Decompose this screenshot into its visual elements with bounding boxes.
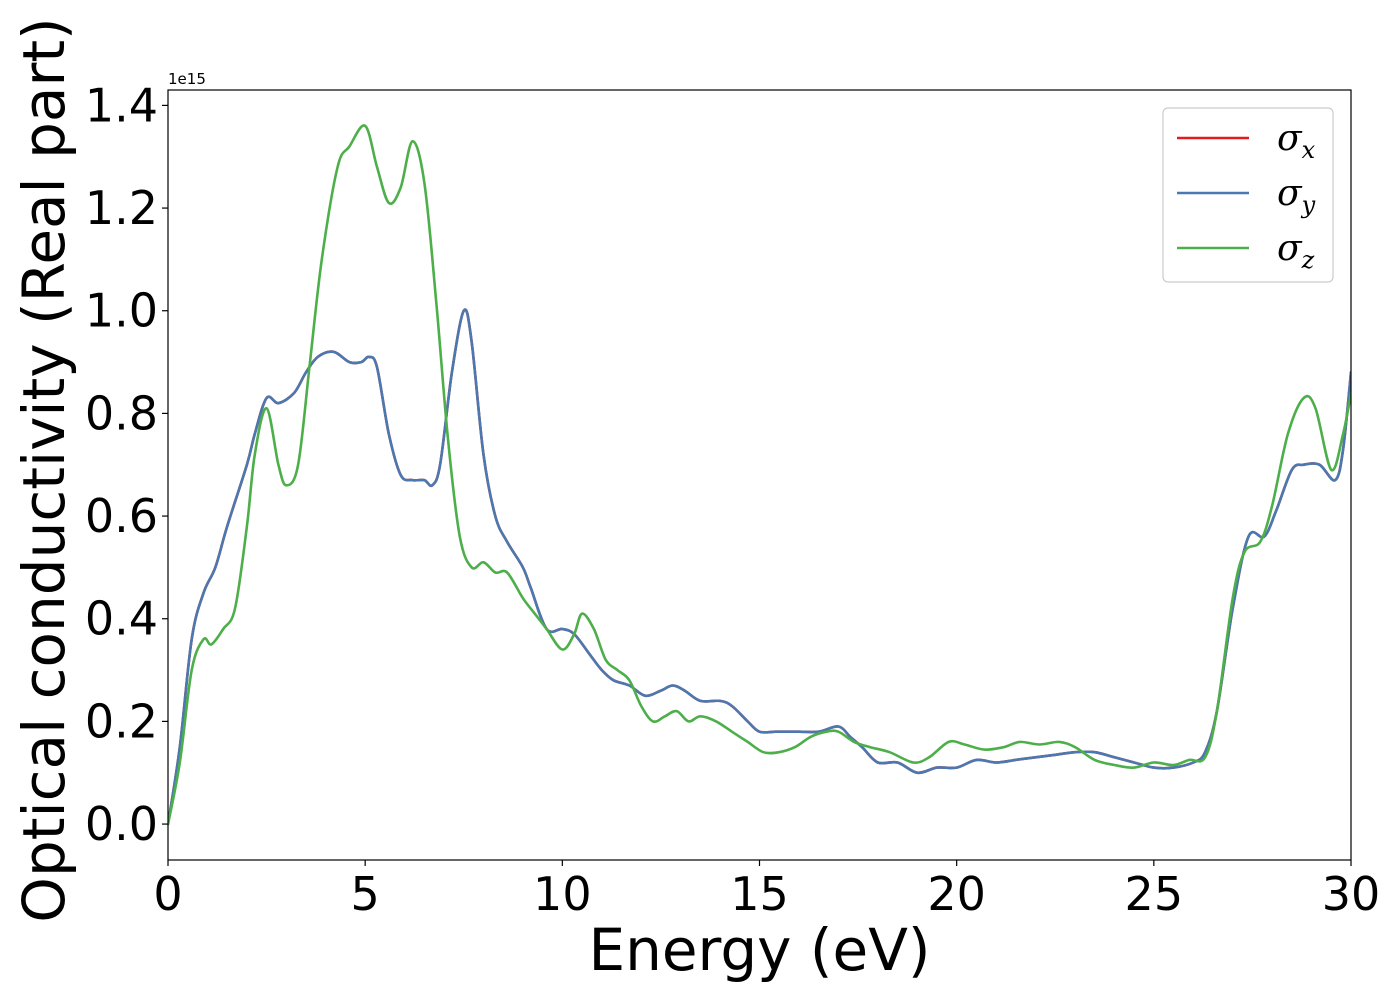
y-tick-label: 0.2 [85,694,158,748]
y-axis-offset-label: 1e15 [168,70,206,88]
y-tick-label: 0.6 [85,489,158,543]
x-tick-label: 10 [533,867,592,921]
y-tick-label: 0.4 [85,592,158,646]
x-axis-ticks: 0 5 10 15 20 25 30 [153,860,1380,921]
series-layer [168,124,1351,826]
legend-label-z: σz [1277,228,1315,274]
x-tick-label: 25 [1125,867,1184,921]
x-tick-label: 5 [351,867,380,921]
legend: σx σy σz [1162,107,1334,283]
y-tick-label: 0.8 [85,386,158,440]
y-axis-title: Optical conductivity (Real part) [10,17,78,922]
legend-label-x: σx [1277,118,1316,164]
x-tick-label: 15 [730,867,789,921]
legend-label-y: σy [1277,173,1316,219]
series-line-z [168,124,1351,826]
x-axis-title: Energy (eV) [588,916,930,984]
y-tick-label: 1.0 [85,284,158,338]
x-tick-label: 30 [1322,867,1381,921]
x-tick-label: 20 [927,867,986,921]
y-tick-label: 0.0 [85,797,158,851]
series-line-y [168,308,1351,826]
y-tick-label: 1.2 [85,181,158,235]
x-tick-label: 0 [153,867,182,921]
legend-box [1162,107,1334,283]
y-axis-ticks: 0.0 0.2 0.4 0.6 0.8 1.0 1.2 1.4 [85,78,168,851]
series-line-x [168,308,1351,826]
y-tick-label: 1.4 [85,78,158,132]
